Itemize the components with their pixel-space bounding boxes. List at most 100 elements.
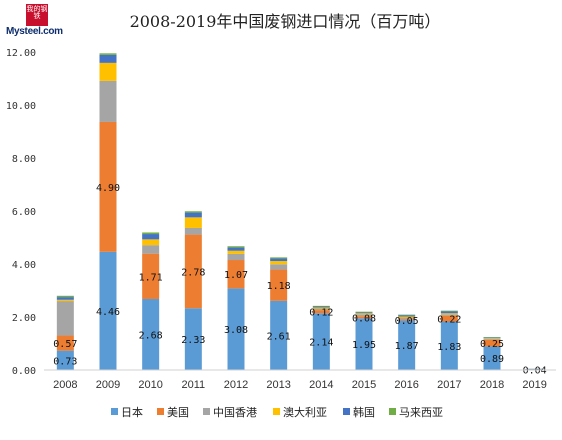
bar-segment xyxy=(440,311,458,314)
bar-segment xyxy=(184,227,202,235)
data-label: 0.89 xyxy=(480,354,504,365)
data-label: 0.73 xyxy=(53,356,77,367)
bar-segment xyxy=(184,217,202,228)
bar-segment xyxy=(526,368,544,370)
bar-segment xyxy=(526,368,544,370)
bar-segment xyxy=(142,298,160,370)
bar-segment xyxy=(398,320,416,370)
bar-segment xyxy=(270,300,288,370)
y-tick-label: 2.00 xyxy=(12,313,36,324)
legend-swatch xyxy=(273,408,280,415)
bar-segment xyxy=(56,295,74,298)
bar-segment xyxy=(270,261,288,265)
bar-segment xyxy=(398,315,416,317)
bar-segment xyxy=(184,212,202,218)
y-tick-label: 10.00 xyxy=(6,101,36,112)
data-label: 0.25 xyxy=(480,339,504,350)
legend-swatch xyxy=(389,408,396,415)
data-label: 2.14 xyxy=(309,338,333,349)
y-tick-label: 6.00 xyxy=(12,207,36,218)
data-label: 0.57 xyxy=(53,339,77,350)
bar-segment xyxy=(270,269,288,301)
x-tick-label: 2010 xyxy=(138,379,162,391)
data-label: 2.33 xyxy=(181,335,205,346)
bar-segment xyxy=(483,337,501,339)
bar-segment xyxy=(312,307,330,309)
bar-segment xyxy=(56,335,74,351)
bar-segment xyxy=(312,308,330,311)
bar-segment xyxy=(184,211,202,213)
x-tick-label: 2019 xyxy=(522,379,546,391)
bar-segment xyxy=(355,311,373,313)
legend-swatch xyxy=(203,408,210,415)
bar-segment xyxy=(355,318,373,370)
y-tick-label: 12.00 xyxy=(6,48,36,59)
bar-segment xyxy=(312,306,330,308)
bar-segment xyxy=(483,338,501,339)
bar-segment xyxy=(355,312,373,314)
legend-label: 中国香港 xyxy=(213,406,257,419)
bar-segment xyxy=(99,80,117,122)
bar-segment xyxy=(227,260,245,289)
bar-segment xyxy=(398,316,416,318)
x-axis: 2008 2009 2010 2011 2012 2013 2014 2015 2016 2017… xyxy=(44,369,556,391)
bar-segment xyxy=(142,232,160,235)
logo-seal: 我的钢铁 xyxy=(26,4,48,26)
data-label: 4.90 xyxy=(96,183,120,194)
data-label: 4.46 xyxy=(96,307,120,318)
data-label: 1.07 xyxy=(224,270,248,281)
legend-label: 美国 xyxy=(167,406,189,419)
x-tick-label: 2009 xyxy=(96,379,120,391)
bar-segment xyxy=(56,299,74,302)
data-label: 0.05 xyxy=(395,316,419,327)
legend-label: 韩国 xyxy=(353,405,375,419)
x-tick-label: 2016 xyxy=(394,379,418,391)
bar-segment xyxy=(483,346,501,370)
bar-segment xyxy=(312,310,330,314)
bar-segment xyxy=(56,301,74,336)
bar-segment xyxy=(355,314,373,317)
x-tick-label: 2011 xyxy=(182,379,206,391)
bar-segment xyxy=(56,297,74,300)
bar-segment xyxy=(355,313,373,315)
y-tick-label: 4.00 xyxy=(12,260,36,271)
bar-segment xyxy=(483,338,501,340)
legend-swatch xyxy=(111,408,118,415)
y-axis: 0.00 2.00 4.00 6.00 8.00 10.00 12.00 xyxy=(6,48,36,377)
legend: 日本 美国 中国香港 澳大利亚 韩国 马来西亚 xyxy=(111,405,443,419)
data-label: 1.95 xyxy=(352,340,376,351)
bar-segment xyxy=(440,310,458,312)
bar-segment xyxy=(312,313,330,370)
bar-segment xyxy=(99,251,117,370)
legend-swatch xyxy=(157,408,164,415)
bar-segment xyxy=(312,305,330,307)
data-label: 1.83 xyxy=(437,342,461,353)
data-label: 3.08 xyxy=(224,325,248,336)
legend-label: 澳大利亚 xyxy=(283,405,327,419)
bar-segment xyxy=(483,339,501,347)
bar-segment xyxy=(56,350,74,370)
bar-segment xyxy=(398,314,416,316)
bar-segment xyxy=(99,54,117,63)
bar-segment xyxy=(227,247,245,251)
data-label: 2.61 xyxy=(267,331,291,342)
bar-segment xyxy=(398,319,416,321)
x-tick-label: 2017 xyxy=(437,379,461,391)
data-label: 1.87 xyxy=(395,341,419,352)
x-tick-label: 2012 xyxy=(224,379,248,391)
bar-segment xyxy=(142,234,160,240)
bar-segment xyxy=(99,121,117,252)
bar-segment xyxy=(99,53,117,55)
bar-segment xyxy=(270,258,288,262)
bar-segment xyxy=(440,314,458,316)
bar-segment xyxy=(99,62,117,81)
x-tick-label: 2014 xyxy=(309,379,333,391)
bar-segment xyxy=(270,257,288,259)
y-tick-label: 0.00 xyxy=(12,366,36,377)
bar-segment xyxy=(227,250,245,254)
bar-segment xyxy=(440,321,458,370)
bar-segment xyxy=(440,315,458,322)
bar-segment xyxy=(398,317,416,320)
y-tick-label: 8.00 xyxy=(12,154,36,165)
